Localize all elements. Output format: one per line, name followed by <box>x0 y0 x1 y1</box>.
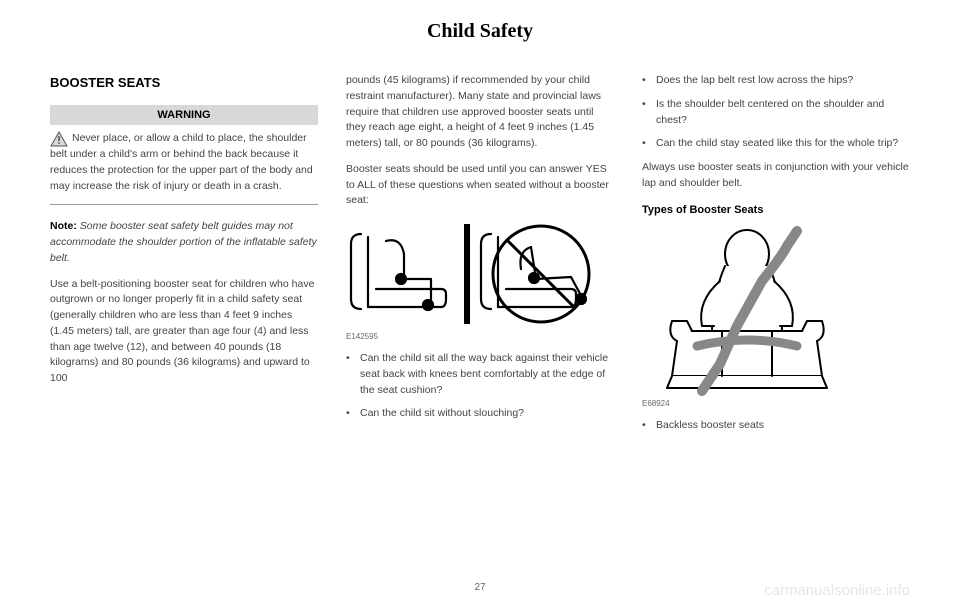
list-item: Can the child stay seated like this for … <box>642 136 910 152</box>
list-item: Can the child sit all the way back again… <box>346 351 614 398</box>
list-item: Backless booster seats <box>642 418 910 434</box>
booster-description: Use a belt-positioning booster seat for … <box>50 277 318 387</box>
list-item: Can the child sit without slouching? <box>346 406 614 422</box>
warning-icon <box>50 131 68 147</box>
note-paragraph: Note: Some booster seat safety belt guid… <box>50 219 318 266</box>
note-label: Note: <box>50 220 77 232</box>
page-title: Child Safety <box>50 20 910 43</box>
warning-body: Never place, or allow a child to place, … <box>50 131 318 205</box>
booster-seats-heading: BOOSTER SEATS <box>50 73 318 93</box>
page-number: 27 <box>474 582 485 593</box>
col3-bullet-list-bottom: Backless booster seats <box>642 418 910 434</box>
types-subheading: Types of Booster Seats <box>642 202 910 219</box>
content-columns: BOOSTER SEATS WARNING Never place, or al… <box>50 73 910 442</box>
list-item: Is the shoulder belt centered on the sho… <box>642 97 910 129</box>
col3-bullet-list-top: Does the lap belt rest low across the hi… <box>642 73 910 152</box>
warning-text: Never place, or allow a child to place, … <box>50 132 313 192</box>
list-item: Does the lap belt rest low across the hi… <box>642 73 910 89</box>
watermark: carmanualsonline.info <box>764 582 910 599</box>
booster-type-figure <box>642 226 910 396</box>
seat-posture-figure <box>346 219 614 329</box>
figure-label-e68924: E68924 <box>642 398 910 410</box>
warning-label: WARNING <box>50 105 318 126</box>
col2-para2: Booster seats should be used until you c… <box>346 162 614 209</box>
col2-bullet-list: Can the child sit all the way back again… <box>346 351 614 422</box>
column-3: Does the lap belt rest low across the hi… <box>642 73 910 442</box>
col2-para1: pounds (45 kilograms) if recommended by … <box>346 73 614 152</box>
column-1: BOOSTER SEATS WARNING Never place, or al… <box>50 73 318 442</box>
figure-label-e142595: E142595 <box>346 331 614 343</box>
column-2: pounds (45 kilograms) if recommended by … <box>346 73 614 442</box>
col3-para: Always use booster seats in conjunction … <box>642 160 910 192</box>
note-text: Some booster seat safety belt guides may… <box>50 220 317 264</box>
